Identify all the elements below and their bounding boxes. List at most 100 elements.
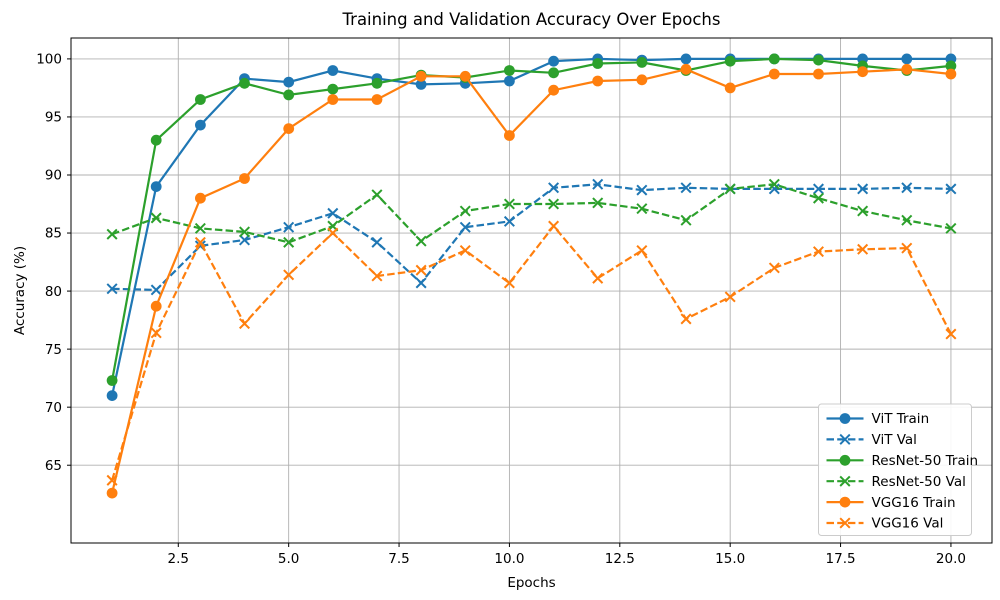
data-point-marker <box>150 181 162 193</box>
series-line <box>112 183 951 292</box>
data-point-marker <box>724 55 736 67</box>
data-point-marker <box>415 70 427 82</box>
series-resnet-50-train <box>106 53 957 386</box>
data-point-marker <box>901 53 913 65</box>
data-point-marker <box>812 246 824 258</box>
legend-label: ResNet-50 Val <box>872 474 966 490</box>
y-tick-label: 90 <box>45 168 62 184</box>
data-point-marker <box>945 183 957 195</box>
series-line <box>111 57 951 396</box>
axis-ticks <box>67 58 952 547</box>
data-point-marker <box>636 57 648 68</box>
data-point-marker <box>636 184 648 196</box>
data-point-marker <box>901 214 913 226</box>
data-point-marker <box>239 234 251 246</box>
data-point-marker <box>636 74 648 86</box>
data-point-marker <box>150 134 162 146</box>
data-point-marker <box>371 236 383 248</box>
data-point-marker <box>548 67 559 79</box>
data-point-marker <box>371 94 383 105</box>
data-point-marker <box>636 203 648 215</box>
data-point-marker <box>592 197 604 209</box>
legend-entry: ResNet-50 Val <box>826 474 966 490</box>
data-point-marker <box>106 390 118 401</box>
data-point-marker <box>812 192 824 204</box>
series-vit-val <box>106 178 957 296</box>
data-point-marker <box>636 244 648 256</box>
data-point-marker <box>504 65 515 76</box>
series-line <box>111 183 952 244</box>
legend-marker <box>839 496 851 508</box>
legend-label: ResNet-50 Train <box>872 453 979 469</box>
data-point-marker <box>150 284 162 296</box>
data-point-marker <box>857 66 868 78</box>
x-tick-label: 12.5 <box>605 551 635 567</box>
legend: ViT Train ViT Val ResNet-50 Train ResNet-50… <box>818 403 979 536</box>
data-point-marker <box>150 327 162 339</box>
data-point-marker <box>415 277 427 289</box>
data-point-marker <box>327 207 339 219</box>
series-vgg16-val <box>106 220 957 486</box>
data-point-marker <box>680 214 692 226</box>
data-point-marker <box>150 212 162 224</box>
legend-marker <box>839 413 851 424</box>
legend-label: ViT Train <box>872 411 930 427</box>
data-point-marker <box>106 283 118 295</box>
tick-labels: 2.5 5.0 7.5 10.0 12.5 15.0 17.5 20.0 65 70 75 80 85 9… <box>36 52 966 567</box>
legend-label: ViT Val <box>872 432 917 448</box>
y-axis-label: Accuracy (%) <box>12 246 28 335</box>
data-point-marker <box>283 89 295 101</box>
data-point-marker <box>768 262 780 274</box>
series-line <box>111 68 952 494</box>
data-point-marker <box>724 291 736 303</box>
y-tick-label: 80 <box>45 284 62 300</box>
data-point-marker <box>901 182 913 194</box>
data-point-marker <box>724 183 736 195</box>
data-point-marker <box>415 79 427 90</box>
data-point-marker <box>371 270 383 282</box>
x-tick-label: 10.0 <box>494 551 524 567</box>
y-tick-label: 95 <box>45 110 62 126</box>
data-point-marker <box>945 60 957 72</box>
x-tick-label: 2.5 <box>168 551 189 567</box>
x-tick-label: 15.0 <box>715 551 745 567</box>
data-point-marker <box>548 198 560 210</box>
y-tick-label: 65 <box>45 458 62 474</box>
data-point-marker <box>327 94 339 105</box>
plot-border <box>70 37 993 544</box>
data-point-marker <box>327 83 339 95</box>
data-point-marker <box>945 68 957 80</box>
data-point-marker <box>592 272 604 284</box>
series-vgg16-train <box>106 63 957 499</box>
data-point-marker <box>283 269 295 281</box>
data-point-marker <box>415 235 427 247</box>
data-point-marker <box>901 242 913 254</box>
data-point-marker <box>548 182 560 194</box>
data-point-marker <box>194 222 206 234</box>
y-tick-label: 75 <box>45 342 62 358</box>
data-point-marker <box>459 70 471 82</box>
data-point-marker <box>503 198 515 210</box>
data-point-marker <box>592 58 604 69</box>
data-point-marker <box>106 375 118 386</box>
data-point-marker <box>548 55 559 67</box>
data-point-marker <box>857 183 869 195</box>
data-point-marker <box>106 474 118 486</box>
legend-label: VGG16 Val <box>872 516 944 532</box>
legend-entry: VGG16 Val <box>826 516 944 532</box>
data-point-marker <box>812 183 824 195</box>
data-point-marker <box>106 228 118 240</box>
data-point-marker <box>195 119 206 131</box>
legend-marker <box>839 454 851 466</box>
data-point-marker <box>680 63 692 75</box>
y-tick-label: 100 <box>36 52 62 68</box>
legend-entry: ViT Val <box>826 432 917 448</box>
data-point-marker <box>945 328 957 340</box>
series-line <box>111 57 952 381</box>
data-point-marker <box>150 300 162 312</box>
data-point-marker <box>548 220 560 232</box>
data-point-marker <box>768 68 780 80</box>
data-point-marker <box>901 63 913 75</box>
data-point-marker <box>283 236 295 248</box>
